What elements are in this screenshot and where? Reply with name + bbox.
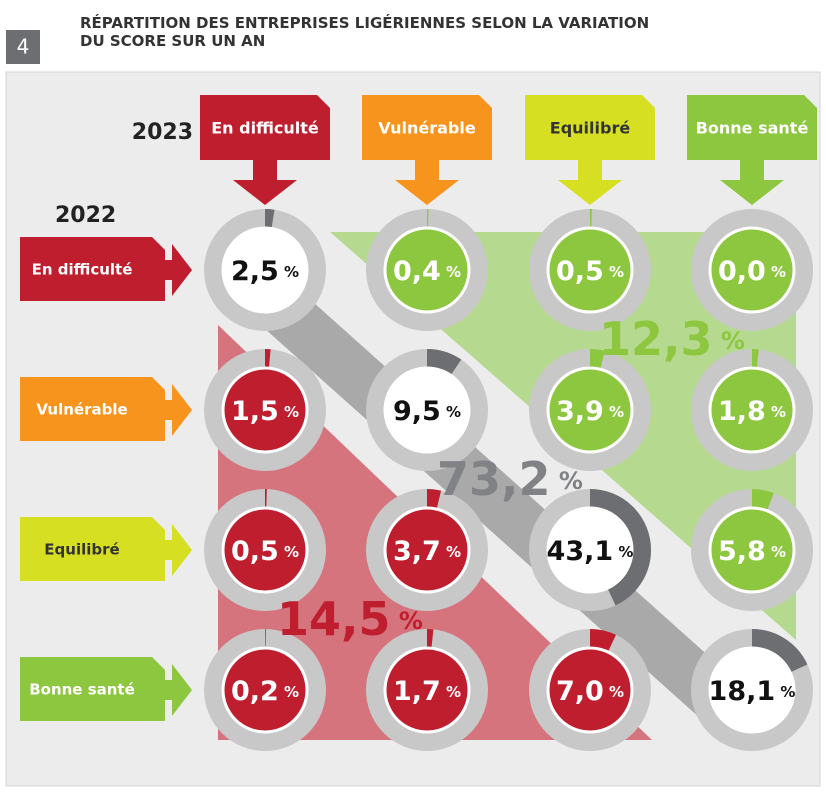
value-label: 43,1 % [547,536,634,567]
donut-arc [204,209,326,331]
row-header-label: Vulnérable [36,401,127,419]
donut-arc [529,629,651,751]
donut-arc [366,629,488,751]
figure-number: 4 [17,35,30,59]
col-header-flag [687,95,817,205]
row-header-label: Equilibré [44,541,119,559]
zone-total: 73,2 % [437,452,583,506]
donut-arc [529,489,651,611]
col-header-label: Equilibré [550,119,631,138]
matrix: En difficulté Vulnérable Equilibré Bonne sa… [20,95,817,751]
donut-center [221,646,309,734]
donut-arc [691,629,813,751]
value-label: 0,0 % [718,256,786,287]
value-label: 7,0 % [556,676,624,707]
donut-arc [366,209,488,331]
donut-center [546,646,634,734]
donut-center [708,506,796,594]
zone-total: 12,3 % [599,312,745,366]
donut-center [221,506,309,594]
figure-box [6,30,40,64]
value-label: 0,5 % [231,536,299,567]
donut-arc [204,489,326,611]
donut-arc [529,349,651,471]
row-header-flag [20,377,192,441]
donut-ring [691,209,813,331]
col-header-flag [525,95,655,205]
donut-arc [204,349,326,471]
value-label: 0,2 % [231,676,299,707]
row-header-flag [20,517,192,581]
value-label: 1,5 % [231,396,299,427]
col-header-flag [200,95,330,205]
row-header-label: En difficulté [32,261,133,279]
donut-center [708,226,796,314]
value-label: 2,5 % [231,256,299,287]
col-header-label: Vulnérable [378,119,476,138]
value-label: 0,4 % [393,256,461,287]
row-header-flag [20,657,192,721]
col-header-flag [362,95,492,205]
donut-center [708,366,796,454]
donut-center [383,646,471,734]
donut-center [546,366,634,454]
donut-center [221,226,309,314]
donut-center [383,366,471,454]
value-label: 9,5 % [393,396,461,427]
col-axis-label: 2023 [132,120,193,145]
value-label: 3,9 % [556,396,624,427]
col-header-label: Bonne santé [696,119,809,138]
title-line: DU SCORE SUR UN AN [80,32,265,50]
donut-arc [366,349,488,471]
diagonal-band [237,265,748,730]
donut-center [546,226,634,314]
value-label: 1,8 % [718,396,786,427]
row-header-label: Bonne santé [29,681,135,699]
value-label: 18,1 % [709,676,796,707]
col-header-label: En difficulté [211,119,319,138]
donut-arc [366,489,488,611]
donut-center [383,226,471,314]
donut-arc [529,209,651,331]
row-header-flag [20,237,192,301]
value-label: 0,5 % [556,256,624,287]
value-label: 5,8 % [718,536,786,567]
donut-center [708,646,796,734]
donut-center [546,506,634,594]
value-label: 3,7 % [393,536,461,567]
title-line: RÉPARTITION DES ENTREPRISES LIGÉRIENNES … [80,13,649,32]
zone-total: 14,5 % [277,592,423,646]
donut-arc [691,349,813,471]
donut-center [221,366,309,454]
donut-arc [691,489,813,611]
donut-center [383,506,471,594]
value-label: 1,7 % [393,676,461,707]
row-axis-label: 2022 [55,203,116,228]
donut-arc [204,629,326,751]
